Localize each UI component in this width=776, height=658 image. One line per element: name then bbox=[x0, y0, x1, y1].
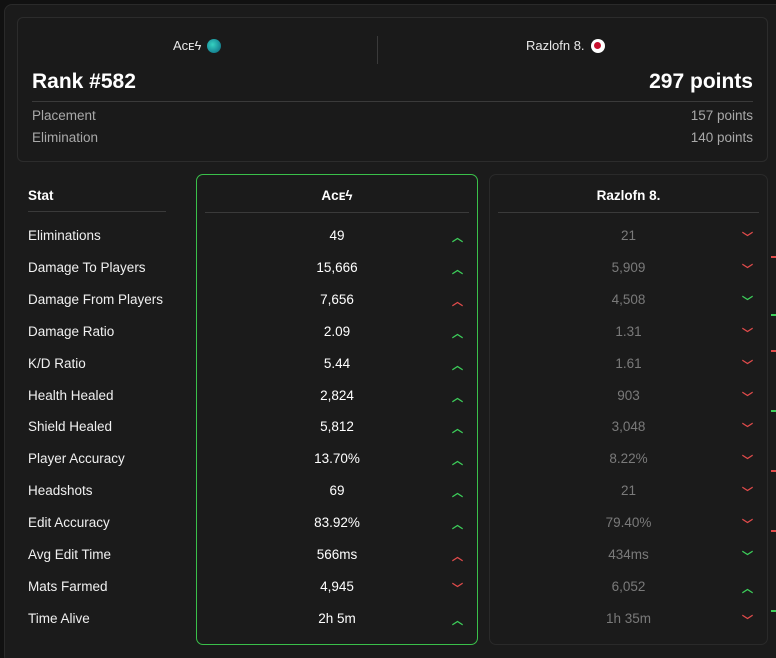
edge-indicator bbox=[771, 470, 776, 472]
chevron-up-icon: ︿ bbox=[452, 487, 463, 499]
chevron-up-icon: ︿ bbox=[452, 264, 463, 276]
stat-label: Mats Farmed bbox=[28, 579, 108, 594]
edge-indicator bbox=[771, 350, 776, 352]
stat-label: Time Alive bbox=[28, 611, 90, 626]
chevron-down-icon: ﹀ bbox=[742, 519, 753, 531]
chevron-up-icon: ︿ bbox=[452, 455, 463, 467]
chevron-down-icon: ﹀ bbox=[742, 232, 753, 244]
chevron-down-icon: ﹀ bbox=[742, 328, 753, 340]
stat-label: Edit Accuracy bbox=[28, 515, 110, 530]
player2-stat-value: 1h 35m bbox=[605, 611, 652, 626]
player2-stat-value: 79.40% bbox=[605, 515, 652, 530]
stat-label: Shield Healed bbox=[28, 419, 113, 434]
player1-stat-value: 4,945 bbox=[320, 579, 354, 594]
player1-stats-column: Aᴄᴇϟ bbox=[196, 174, 478, 645]
player2-stat-value: 21 bbox=[620, 483, 637, 498]
player1-stat-value: 2.09 bbox=[323, 324, 351, 339]
chevron-up-icon: ︿ bbox=[742, 583, 753, 595]
match-summary-card: Aᴄᴇϟ Razlofn 8. Rank #582 297 points Pla… bbox=[17, 17, 768, 162]
chevron-up-icon: ︿ bbox=[452, 328, 463, 340]
chevron-up-icon: ︿ bbox=[452, 360, 463, 372]
elimination-points: 140 points bbox=[690, 130, 753, 145]
chevron-down-icon: ﹀ bbox=[742, 487, 753, 499]
player1-header-underline bbox=[205, 212, 469, 213]
player1-stat-value: 49 bbox=[329, 228, 345, 243]
stat-label: K/D Ratio bbox=[28, 356, 86, 371]
stat-label: Damage To Players bbox=[28, 260, 146, 275]
player1-stat-value: 13.70% bbox=[314, 451, 360, 466]
stat-column-header: Stat bbox=[28, 188, 54, 203]
chevron-up-icon: ︿ bbox=[452, 296, 463, 308]
chevron-up-icon: ︿ bbox=[452, 519, 463, 531]
player2-stat-value: 1.61 bbox=[615, 356, 642, 371]
stat-label: Headshots bbox=[28, 483, 93, 498]
placement-points: 157 points bbox=[690, 108, 753, 123]
stat-label: Health Healed bbox=[28, 388, 114, 403]
player1-stat-value: 83.92% bbox=[314, 515, 360, 530]
chevron-up-icon: ︿ bbox=[452, 423, 463, 435]
edge-indicator bbox=[771, 410, 776, 412]
player2-stats-column: Razlofn 8. bbox=[489, 174, 768, 645]
player2-column-header: Razlofn 8. bbox=[596, 188, 661, 203]
player1-column-header: Aᴄᴇϟ bbox=[321, 188, 353, 203]
chevron-up-icon: ︿ bbox=[452, 615, 463, 627]
chevron-down-icon: ﹀ bbox=[742, 455, 753, 467]
summary-divider bbox=[32, 101, 753, 102]
player1-stat-value: 2h 5m bbox=[318, 611, 356, 626]
player2-stat-value: 5,909 bbox=[611, 260, 646, 275]
chevron-up-icon: ︿ bbox=[452, 392, 463, 404]
stat-header-underline bbox=[28, 211, 166, 212]
player1-stat-value: 566ms bbox=[316, 547, 358, 562]
player2-stat-value: 21 bbox=[620, 228, 637, 243]
total-points: 297 points bbox=[649, 70, 753, 93]
player1-stat-value: 15,666 bbox=[316, 260, 358, 275]
elimination-label: Elimination bbox=[32, 130, 99, 145]
chevron-down-icon: ﹀ bbox=[742, 615, 753, 627]
player1-stat-value: 5.44 bbox=[323, 356, 351, 371]
edge-indicator bbox=[771, 314, 776, 316]
chevron-up-icon: ︿ bbox=[452, 551, 463, 563]
stat-label: Avg Edit Time bbox=[28, 547, 112, 562]
chevron-down-icon: ﹀ bbox=[742, 264, 753, 276]
players-divider bbox=[377, 36, 378, 64]
player2-stat-value: 8.22% bbox=[609, 451, 648, 466]
rank-label: Rank #582 bbox=[32, 70, 136, 93]
player2-name-label: Razlofn 8. bbox=[526, 38, 585, 53]
chevron-up-icon: ︿ bbox=[452, 232, 463, 244]
stat-label: Damage From Players bbox=[28, 292, 164, 307]
chevron-down-icon: ﹀ bbox=[742, 551, 753, 563]
chevron-down-icon: ﹀ bbox=[742, 296, 753, 308]
player1-stat-value: 69 bbox=[329, 483, 345, 498]
player2-stat-value: 6,052 bbox=[611, 579, 646, 594]
edge-indicator bbox=[771, 610, 776, 612]
chevron-down-icon: ﹀ bbox=[742, 423, 753, 435]
globe-icon bbox=[207, 38, 222, 53]
player2-stat-value: 1.31 bbox=[615, 324, 642, 339]
player2-stat-value: 3,048 bbox=[611, 419, 646, 434]
stat-label: Eliminations bbox=[28, 228, 101, 243]
chevron-down-icon: ﹀ bbox=[452, 583, 463, 595]
chevron-down-icon: ﹀ bbox=[742, 360, 753, 372]
stat-label: Damage Ratio bbox=[28, 324, 115, 339]
player1-stat-value: 7,656 bbox=[320, 292, 354, 307]
chevron-down-icon: ﹀ bbox=[742, 392, 753, 404]
player1-name-label: Aᴄᴇϟ bbox=[173, 38, 202, 53]
player1-stat-value: 5,812 bbox=[320, 419, 354, 434]
player2-stat-value: 4,508 bbox=[611, 292, 646, 307]
player2-stat-value: 434ms bbox=[608, 547, 649, 562]
players-row: Aᴄᴇϟ Razlofn 8. bbox=[18, 36, 767, 64]
placement-label: Placement bbox=[32, 108, 96, 123]
player1-name[interactable]: Aᴄᴇϟ bbox=[173, 38, 222, 53]
stat-label: Player Accuracy bbox=[28, 451, 125, 466]
edge-indicator bbox=[771, 530, 776, 532]
player1-stat-value: 2,824 bbox=[320, 388, 354, 403]
player2-name[interactable]: Razlofn 8. bbox=[526, 38, 605, 53]
player2-stat-value: 903 bbox=[617, 388, 640, 403]
edge-indicator bbox=[771, 256, 776, 258]
player2-header-underline bbox=[498, 212, 759, 213]
japan-flag-icon bbox=[590, 38, 605, 53]
